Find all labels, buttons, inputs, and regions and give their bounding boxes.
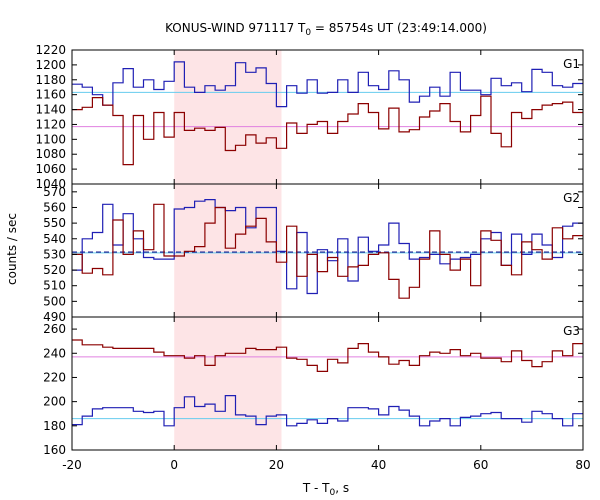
xtick-label: 20 (269, 458, 284, 472)
panel-G3-frame (71, 316, 584, 451)
panel-label-G2: G2 (563, 191, 580, 205)
title-rest: = 85754s UT (23:49:14.000) (311, 21, 487, 35)
chart-title: KONUS-WIND 971117 T0 = 85754s UT (23:49:… (165, 21, 487, 38)
panel-G3-ytick-label: 200 (43, 395, 66, 409)
panel-G2-ytick-label: 550 (43, 216, 66, 230)
panel-G2-ytick-label: 490 (43, 310, 66, 324)
panel-G2-ytick-label: 500 (43, 294, 66, 308)
xlabel-subscript: 0 (330, 488, 336, 498)
y-axis-label: counts / sec (5, 213, 19, 285)
panel-G1-ytick-label: 1200 (35, 58, 66, 72)
panel-G2-ytick-label: 570 (43, 185, 66, 199)
xtick-label: 80 (575, 458, 590, 472)
panel-G2-ytick-label: 540 (43, 232, 66, 246)
panel-G3-ytick-label: 160 (43, 443, 66, 457)
panel-G1-ytick-label: 1120 (35, 117, 66, 131)
panel-G3-series-red (72, 339, 583, 372)
panel-G2-series-red (72, 203, 583, 299)
panel-G1-ytick-label: 1140 (35, 103, 66, 117)
panel-G1-ytick-label: 1220 (35, 43, 66, 57)
xlabel-rest: , s (335, 481, 349, 495)
xtick-label: -20 (62, 458, 82, 472)
panel-G2-ytick-label: 560 (43, 200, 66, 214)
panel-G2-ytick-label: 520 (43, 263, 66, 277)
panel-G2-series-blue (72, 199, 583, 295)
panel-G3-ytick-label: 260 (43, 322, 66, 336)
panel-label-G3: G3 (563, 324, 580, 338)
xtick-label: 0 (170, 458, 178, 472)
panel-G1-ytick-label: 1060 (35, 162, 66, 176)
plot-layer: 1040106010801100112011401160118012001220… (35, 43, 590, 472)
panel-G1-series-red (72, 95, 583, 166)
xlabel-main: T - T (302, 481, 330, 495)
panel-G1-ytick-label: 1100 (35, 132, 66, 146)
panel-G3-ytick-label: 180 (43, 419, 66, 433)
xtick-label: 60 (473, 458, 488, 472)
panel-G3-ytick-label: 220 (43, 370, 66, 384)
highlight-interval (174, 50, 282, 450)
panel-G1-ytick-label: 1180 (35, 73, 66, 87)
panel-G2-ytick-label: 530 (43, 247, 66, 261)
panel-G2-ytick-label: 510 (43, 279, 66, 293)
panel-G3-series-blue (72, 395, 583, 427)
panel-G1-ytick-label: 1160 (35, 88, 66, 102)
panel-G1-ytick-label: 1040 (35, 177, 66, 191)
x-axis-label: T - T0, s (302, 481, 349, 498)
panel-G1-ytick-label: 1080 (35, 147, 66, 161)
panel-label-G1: G1 (563, 57, 580, 71)
title-subscript: 0 (305, 28, 311, 38)
title-main: KONUS-WIND 971117 T (165, 21, 306, 35)
panel-G3-ytick-label: 240 (43, 346, 66, 360)
panel-G1-series-blue (72, 61, 583, 108)
xtick-label: 40 (371, 458, 386, 472)
